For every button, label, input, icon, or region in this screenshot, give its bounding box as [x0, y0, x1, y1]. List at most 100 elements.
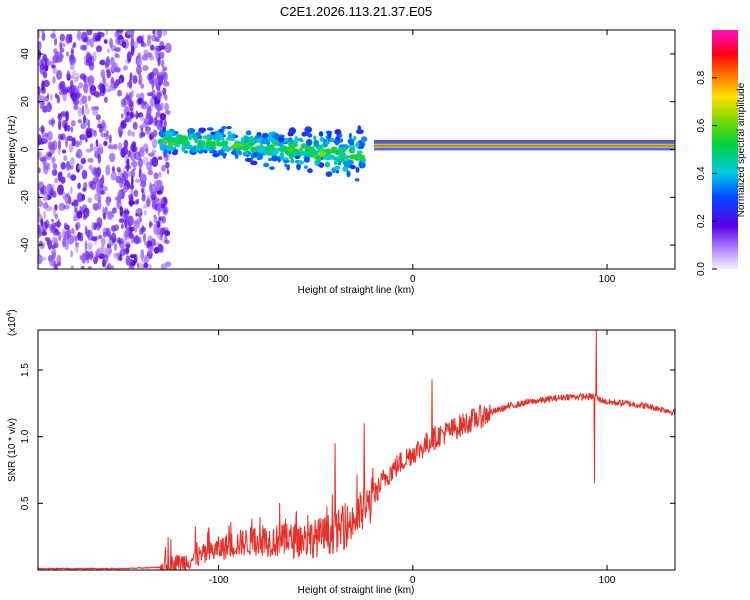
noise-blob [38, 134, 41, 143]
noise-blob [103, 254, 109, 264]
x-tick-label: 0 [410, 575, 416, 586]
noise-blob [38, 167, 41, 174]
noise-blob [129, 72, 133, 80]
spectrogram-x-label: Height of straight line (km) [298, 285, 415, 296]
band-blob [217, 149, 224, 156]
snr-frame [37, 329, 676, 571]
noise-blob [143, 210, 147, 216]
noise-blob [83, 37, 89, 43]
noise-blob [97, 120, 101, 125]
noise-blob [71, 201, 74, 206]
band-blob [247, 142, 255, 147]
noise-blob [44, 191, 51, 196]
noise-blob [103, 39, 108, 44]
noise-blob [57, 113, 63, 121]
noise-blob [138, 74, 143, 85]
noise-blob [40, 218, 44, 227]
noise-blob [134, 178, 142, 183]
band-blob [342, 166, 349, 172]
noise-blob [110, 171, 117, 181]
band-blob [311, 149, 319, 157]
band-blob [349, 159, 354, 165]
band-blob [352, 136, 357, 141]
noise-blob [97, 153, 102, 164]
noise-blob [58, 202, 66, 211]
noise-blob [128, 91, 132, 103]
noise-blob [70, 157, 75, 166]
noise-blob [51, 218, 54, 223]
noise-blob [134, 151, 141, 161]
band-blob [275, 149, 279, 154]
noise-blob [120, 121, 127, 128]
band-blob [301, 150, 310, 156]
noise-blob [150, 183, 157, 195]
noise-blob [116, 192, 123, 197]
noise-blob [110, 265, 114, 269]
noise-blob [77, 192, 84, 203]
noise-blob [72, 199, 78, 208]
noise-blob [56, 94, 60, 104]
band-blob [313, 135, 317, 141]
noise-blob [41, 86, 46, 94]
noise-blob [38, 180, 41, 190]
noise-blob [156, 119, 163, 131]
noise-blob [70, 264, 74, 269]
y-tick-label: 1.5 [20, 363, 31, 377]
colorbar: 0.0 0.2 0.4 0.6 0.8 Normalized spectral ampl… [696, 30, 747, 276]
band-blob [273, 133, 280, 140]
noise-blob [70, 186, 73, 195]
noise-blob [125, 92, 129, 98]
noise-blob [65, 137, 68, 148]
noise-blob [78, 164, 84, 170]
noise-blob [76, 86, 80, 95]
noise-blob [87, 158, 94, 163]
noise-blob [161, 59, 165, 69]
noise-blob [82, 74, 87, 83]
noise-blob [74, 140, 81, 148]
noise-blob [122, 65, 128, 71]
band-blob [279, 146, 287, 153]
band-blob [348, 132, 352, 139]
noise-blob [141, 187, 144, 194]
noise-blob [53, 260, 57, 269]
band-blob [198, 127, 207, 133]
noise-blob [127, 150, 132, 158]
band-blob [159, 144, 167, 148]
noise-blob [123, 39, 129, 49]
band-blob [226, 126, 232, 130]
band-blob [352, 147, 356, 154]
noise-blob [84, 225, 88, 236]
noise-blob [70, 174, 77, 181]
noise-blob [158, 30, 162, 37]
x-tick-label: 100 [599, 274, 616, 285]
noise-blob [65, 238, 69, 247]
noise-blob [144, 241, 149, 246]
noise-blob [68, 143, 74, 153]
noise-blob [96, 176, 100, 187]
noise-blob [65, 160, 71, 171]
noise-blob [76, 33, 81, 39]
band-blob [244, 157, 253, 162]
noise-blob [58, 232, 62, 242]
noise-blob [119, 177, 124, 188]
noise-blob [86, 53, 93, 64]
band-blob [338, 152, 347, 156]
noise-blob [72, 42, 77, 48]
noise-blob [78, 82, 83, 89]
band-blob [356, 129, 364, 135]
y-tick-label: 20 [20, 96, 31, 108]
noise-blob [93, 222, 97, 231]
band-blob [284, 163, 288, 168]
noise-blob [100, 69, 106, 79]
band-blob [257, 146, 266, 154]
noise-blob [149, 97, 155, 108]
noise-blob [45, 205, 53, 212]
noise-blob [152, 138, 158, 149]
band-blob [250, 154, 254, 160]
noise-blob [151, 156, 159, 168]
noise-blob [147, 170, 154, 176]
band-blob [208, 134, 217, 139]
noise-blob [133, 200, 139, 205]
noise-blob [166, 44, 170, 50]
colorbar-gradient [712, 30, 738, 269]
